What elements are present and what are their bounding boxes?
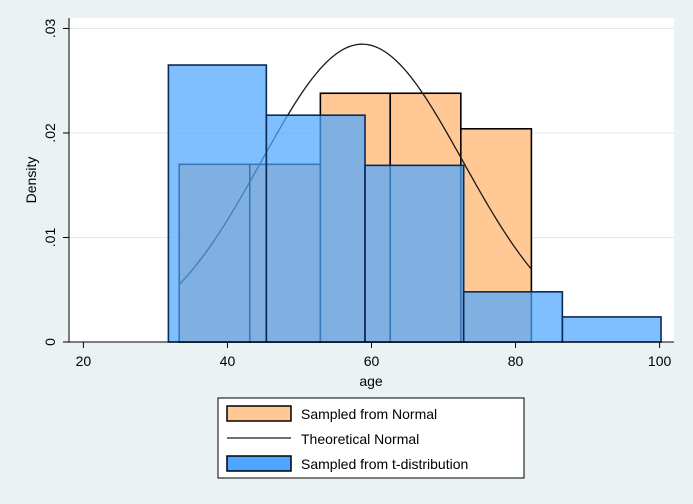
legend-swatch-normal (226, 405, 292, 422)
x-tick-label: 100 (648, 353, 672, 369)
x-tick-label: 20 (76, 353, 92, 369)
y-axis-ticks: 0 .01 .02 .03 (42, 19, 69, 346)
legend-label-normal: Sampled from Normal (301, 406, 437, 422)
t-sample-bars (167, 64, 662, 343)
t-bar-2 (265, 114, 366, 343)
y-tick-label: .03 (42, 19, 58, 39)
legend: Sampled from Normal Theoretical Normal S… (217, 397, 525, 479)
x-axis-ticks: 20 40 60 80 100 (76, 342, 672, 369)
legend-label-t: Sampled from t-distribution (301, 456, 468, 472)
t-bar-1 (167, 64, 268, 343)
x-tick-label: 80 (508, 353, 524, 369)
x-tick-label: 60 (364, 353, 380, 369)
x-axis-title: age (359, 373, 383, 389)
legend-swatch-t (226, 455, 292, 472)
x-tick-label: 40 (220, 353, 236, 369)
t-bar-5 (561, 316, 662, 343)
y-tick-label: .01 (42, 228, 58, 248)
y-axis-title: Density (23, 157, 39, 204)
t-bar-3 (364, 164, 465, 343)
y-tick-label: .02 (42, 123, 58, 143)
legend-label-curve: Theoretical Normal (301, 431, 419, 447)
t-bar-4 (462, 291, 564, 343)
y-tick-label: 0 (42, 338, 58, 346)
